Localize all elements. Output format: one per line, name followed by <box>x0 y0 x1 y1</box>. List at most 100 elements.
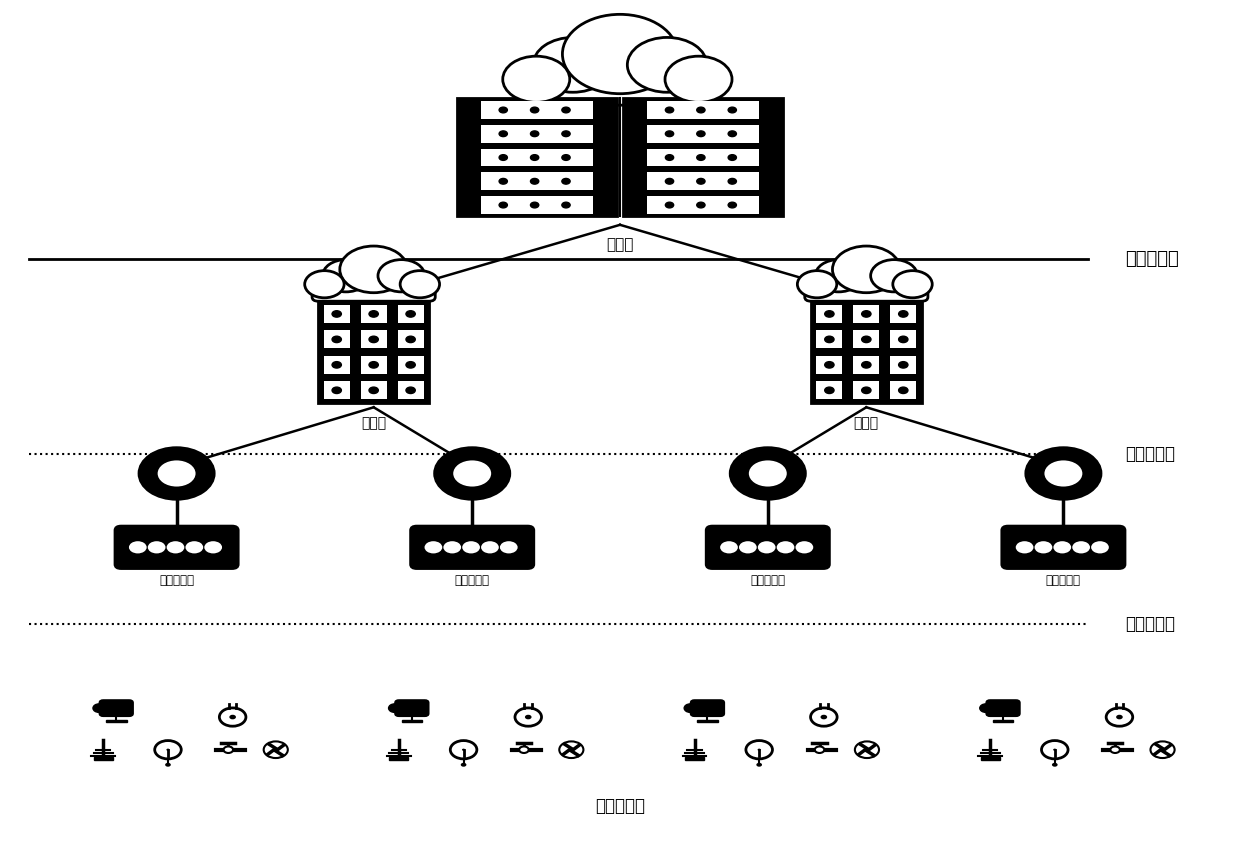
Circle shape <box>148 542 165 554</box>
Circle shape <box>665 57 732 102</box>
Circle shape <box>684 704 697 712</box>
Circle shape <box>370 336 378 343</box>
Circle shape <box>502 57 569 102</box>
Circle shape <box>563 15 677 93</box>
FancyBboxPatch shape <box>324 305 350 323</box>
Circle shape <box>165 763 171 767</box>
FancyBboxPatch shape <box>481 148 593 166</box>
Circle shape <box>569 748 573 751</box>
FancyBboxPatch shape <box>398 356 424 374</box>
Circle shape <box>405 387 415 393</box>
Circle shape <box>424 542 443 554</box>
Circle shape <box>332 362 341 368</box>
Circle shape <box>1151 741 1174 758</box>
Text: 中心云: 中心云 <box>606 237 634 253</box>
FancyBboxPatch shape <box>993 720 1013 722</box>
FancyBboxPatch shape <box>94 757 113 759</box>
Circle shape <box>562 154 570 160</box>
Circle shape <box>739 542 756 554</box>
Text: 边缘计算端: 边缘计算端 <box>1045 574 1081 587</box>
FancyBboxPatch shape <box>987 700 1019 716</box>
Circle shape <box>899 387 908 393</box>
Circle shape <box>720 542 738 554</box>
FancyBboxPatch shape <box>890 331 916 348</box>
Circle shape <box>666 154 673 160</box>
Circle shape <box>728 131 737 136</box>
FancyBboxPatch shape <box>361 305 387 323</box>
Circle shape <box>515 708 542 726</box>
Circle shape <box>758 542 775 554</box>
Circle shape <box>666 131 673 136</box>
Text: 边缘端计算: 边缘端计算 <box>1125 614 1176 632</box>
Circle shape <box>219 708 246 726</box>
FancyBboxPatch shape <box>105 720 126 722</box>
Circle shape <box>531 131 538 136</box>
Circle shape <box>157 460 196 487</box>
Text: 工业传感器: 工业传感器 <box>595 797 645 815</box>
Circle shape <box>815 746 825 753</box>
Circle shape <box>498 154 507 160</box>
Circle shape <box>1116 715 1122 719</box>
Circle shape <box>832 246 900 293</box>
FancyBboxPatch shape <box>99 700 133 716</box>
Circle shape <box>1091 542 1109 554</box>
FancyBboxPatch shape <box>361 356 387 374</box>
Circle shape <box>1110 746 1120 753</box>
FancyBboxPatch shape <box>481 101 593 119</box>
Text: 中心云计算: 中心云计算 <box>1125 249 1179 267</box>
FancyBboxPatch shape <box>853 331 879 348</box>
Circle shape <box>1044 460 1083 487</box>
Text: 边缘计算端: 边缘计算端 <box>455 574 490 587</box>
FancyBboxPatch shape <box>816 305 842 323</box>
FancyBboxPatch shape <box>853 381 879 399</box>
Circle shape <box>498 107 507 113</box>
Circle shape <box>205 542 222 554</box>
Circle shape <box>405 336 415 343</box>
Circle shape <box>866 748 869 751</box>
Circle shape <box>531 154 538 160</box>
FancyBboxPatch shape <box>622 98 784 216</box>
Circle shape <box>434 447 510 500</box>
FancyBboxPatch shape <box>853 356 879 374</box>
Circle shape <box>332 311 341 317</box>
FancyBboxPatch shape <box>312 276 435 301</box>
Circle shape <box>1016 542 1033 554</box>
Circle shape <box>666 178 673 184</box>
Circle shape <box>862 362 870 368</box>
FancyBboxPatch shape <box>456 98 618 216</box>
Circle shape <box>531 202 538 208</box>
Circle shape <box>520 746 528 753</box>
Circle shape <box>166 749 170 751</box>
Circle shape <box>697 107 706 113</box>
Circle shape <box>332 387 341 393</box>
FancyBboxPatch shape <box>481 125 593 142</box>
Circle shape <box>450 740 477 758</box>
Circle shape <box>815 260 862 292</box>
Circle shape <box>444 542 461 554</box>
Circle shape <box>405 311 415 317</box>
Circle shape <box>186 542 203 554</box>
Circle shape <box>821 715 827 719</box>
Text: 边缘云: 边缘云 <box>854 416 879 429</box>
Circle shape <box>305 271 345 297</box>
Circle shape <box>899 362 908 368</box>
FancyBboxPatch shape <box>890 356 916 374</box>
Circle shape <box>854 741 879 758</box>
Circle shape <box>811 708 837 726</box>
Circle shape <box>862 336 870 343</box>
Text: 边缘计算端: 边缘计算端 <box>159 574 195 587</box>
Circle shape <box>1025 447 1101 500</box>
Circle shape <box>1073 542 1090 554</box>
Circle shape <box>274 748 278 751</box>
FancyBboxPatch shape <box>691 700 724 716</box>
Circle shape <box>697 178 706 184</box>
Circle shape <box>697 154 706 160</box>
Circle shape <box>1054 542 1071 554</box>
FancyBboxPatch shape <box>481 172 593 190</box>
FancyBboxPatch shape <box>816 356 842 374</box>
FancyBboxPatch shape <box>647 196 759 214</box>
FancyBboxPatch shape <box>481 196 593 214</box>
FancyBboxPatch shape <box>811 301 921 403</box>
Circle shape <box>825 362 835 368</box>
Circle shape <box>562 107 570 113</box>
